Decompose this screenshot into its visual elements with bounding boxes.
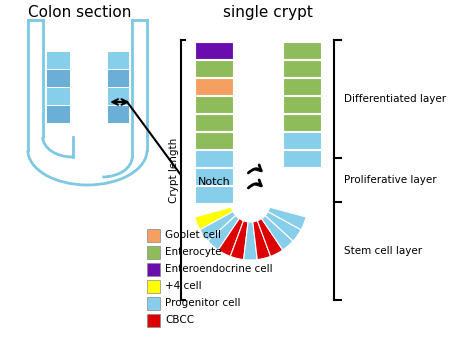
- FancyBboxPatch shape: [147, 245, 160, 259]
- FancyBboxPatch shape: [195, 150, 233, 167]
- Text: CBCC: CBCC: [165, 315, 194, 325]
- Text: Notch: Notch: [198, 177, 230, 187]
- FancyBboxPatch shape: [283, 114, 321, 131]
- FancyBboxPatch shape: [107, 87, 129, 105]
- FancyBboxPatch shape: [195, 132, 233, 149]
- FancyBboxPatch shape: [195, 78, 233, 95]
- FancyBboxPatch shape: [283, 132, 321, 149]
- Text: single crypt: single crypt: [223, 5, 313, 20]
- FancyBboxPatch shape: [147, 280, 160, 293]
- Wedge shape: [265, 212, 301, 241]
- Wedge shape: [208, 216, 239, 250]
- FancyBboxPatch shape: [147, 314, 160, 327]
- FancyBboxPatch shape: [195, 114, 233, 131]
- FancyBboxPatch shape: [107, 69, 129, 87]
- FancyBboxPatch shape: [283, 96, 321, 113]
- FancyBboxPatch shape: [46, 105, 70, 123]
- Text: Enterocyte: Enterocyte: [165, 247, 221, 257]
- Wedge shape: [200, 212, 236, 241]
- FancyBboxPatch shape: [46, 69, 70, 87]
- Text: Proliferative layer: Proliferative layer: [344, 175, 437, 185]
- Text: Stem cell layer: Stem cell layer: [344, 246, 422, 256]
- FancyBboxPatch shape: [46, 51, 70, 69]
- FancyBboxPatch shape: [46, 87, 70, 105]
- FancyBboxPatch shape: [283, 150, 321, 167]
- FancyBboxPatch shape: [283, 60, 321, 77]
- FancyBboxPatch shape: [195, 168, 233, 185]
- Wedge shape: [218, 218, 244, 256]
- Text: Colon section: Colon section: [28, 5, 131, 20]
- Wedge shape: [195, 207, 233, 230]
- Text: Goblet cell: Goblet cell: [165, 230, 221, 240]
- Wedge shape: [253, 221, 271, 260]
- FancyBboxPatch shape: [147, 262, 160, 275]
- FancyBboxPatch shape: [107, 105, 129, 123]
- Wedge shape: [268, 207, 306, 230]
- Text: Differentiated layer: Differentiated layer: [344, 94, 446, 104]
- FancyBboxPatch shape: [147, 296, 160, 309]
- Wedge shape: [230, 221, 248, 260]
- Text: Crypt length: Crypt length: [169, 137, 179, 203]
- FancyBboxPatch shape: [147, 229, 160, 241]
- Text: Enteroendocrine cell: Enteroendocrine cell: [165, 264, 273, 274]
- FancyBboxPatch shape: [283, 42, 321, 59]
- FancyBboxPatch shape: [283, 78, 321, 95]
- FancyBboxPatch shape: [195, 96, 233, 113]
- FancyBboxPatch shape: [195, 60, 233, 77]
- FancyBboxPatch shape: [107, 51, 129, 69]
- Wedge shape: [262, 216, 293, 250]
- Wedge shape: [244, 222, 257, 260]
- FancyBboxPatch shape: [195, 186, 233, 203]
- Wedge shape: [257, 218, 283, 256]
- Text: +4 cell: +4 cell: [165, 281, 201, 291]
- Text: Progenitor cell: Progenitor cell: [165, 298, 240, 308]
- FancyBboxPatch shape: [195, 42, 233, 59]
